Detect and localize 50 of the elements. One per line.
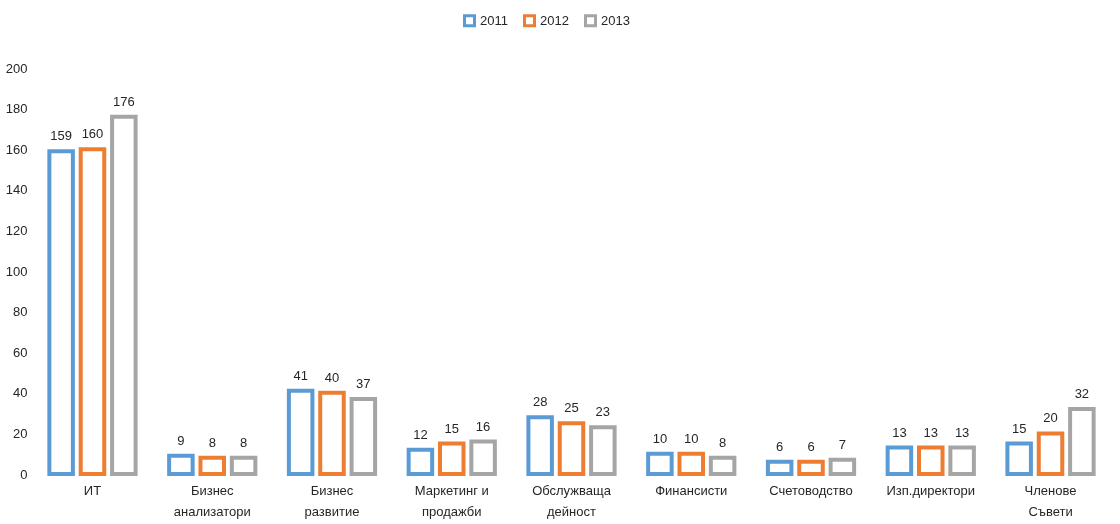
y-tick-label: 80 xyxy=(13,304,28,320)
x-tick-label: ИТ xyxy=(83,482,102,498)
data-label: 160 xyxy=(81,126,104,142)
y-tick-label: 100 xyxy=(5,263,28,279)
data-label: 25 xyxy=(564,400,579,416)
legend-label: 2012 xyxy=(540,12,569,28)
data-label: 7 xyxy=(838,436,846,452)
data-label: 13 xyxy=(892,424,907,440)
data-label: 15 xyxy=(444,420,459,436)
y-tick-label: 200 xyxy=(5,60,28,76)
data-label: 6 xyxy=(776,438,784,454)
y-tick-label: 120 xyxy=(5,222,28,238)
data-label: 176 xyxy=(112,93,135,109)
y-tick-label: 180 xyxy=(5,101,28,117)
x-tick-label: Членове Съвети xyxy=(1024,482,1077,519)
y-tick-label: 0 xyxy=(20,466,28,482)
data-label: 159 xyxy=(50,128,72,144)
data-label: 37 xyxy=(356,375,371,391)
data-label: 32 xyxy=(1074,386,1090,402)
data-label: 9 xyxy=(177,432,185,448)
y-tick-label: 140 xyxy=(5,182,28,198)
data-label: 40 xyxy=(324,369,340,385)
data-label: 8 xyxy=(718,434,727,450)
data-label: 15 xyxy=(1011,420,1027,436)
x-tick-label: Маркетинг и продажби xyxy=(414,482,489,519)
data-label: 8 xyxy=(239,434,248,450)
data-label: 6 xyxy=(807,438,815,454)
x-tick-label: Счетоводство xyxy=(769,482,853,498)
x-tick-label: Обслужваща дейност xyxy=(532,482,612,519)
x-tick-label: Изп.директори xyxy=(886,482,976,498)
data-label: 13 xyxy=(923,424,938,440)
data-label: 12 xyxy=(413,426,428,442)
y-tick-label: 20 xyxy=(13,425,28,441)
y-tick-label: 40 xyxy=(13,385,28,401)
data-label: 28 xyxy=(532,394,548,410)
data-label: 41 xyxy=(293,367,308,383)
data-label: 10 xyxy=(652,430,668,446)
x-tick-label: Бизнес развитие xyxy=(304,482,360,519)
legend-label: 2013 xyxy=(601,12,630,28)
data-label: 10 xyxy=(684,430,699,446)
y-tick-label: 60 xyxy=(13,344,28,360)
legend-label: 2011 xyxy=(480,12,508,28)
data-label: 16 xyxy=(475,418,491,434)
data-label: 13 xyxy=(954,424,970,440)
data-label: 20 xyxy=(1043,410,1058,426)
data-label: 8 xyxy=(208,434,216,450)
x-tick-label: Бизнес анализатори xyxy=(173,482,251,519)
x-tick-label: Финансисти xyxy=(655,482,728,498)
data-label: 23 xyxy=(595,404,611,420)
y-tick-label: 160 xyxy=(5,141,28,157)
